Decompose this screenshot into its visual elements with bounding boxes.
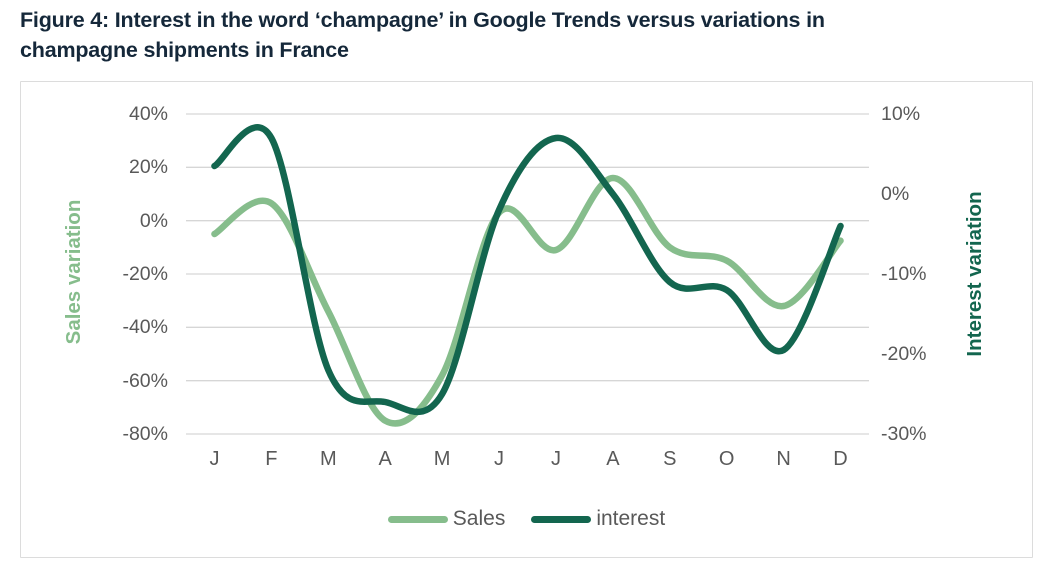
right-axis-tick-label: 10% xyxy=(881,103,921,125)
right-axis-tick-label: 0% xyxy=(881,183,910,205)
left-axis-tick-label: 0% xyxy=(139,209,168,232)
left-axis-tick-label: -80% xyxy=(122,423,168,445)
x-axis-month-label: J xyxy=(494,448,505,470)
legend-item-interest: interest xyxy=(531,507,665,531)
interest-line xyxy=(211,124,844,416)
x-axis-month-label: M xyxy=(319,448,337,470)
sales-line-swatch xyxy=(387,515,448,523)
x-axis-month-label: S xyxy=(663,448,677,470)
right-axis-tick-label: -30% xyxy=(881,423,927,445)
x-axis-month-label: A xyxy=(606,448,620,470)
left-axis-tick-label: 20% xyxy=(128,156,168,179)
x-axis-month-label: O xyxy=(718,448,735,470)
chart-card: Sales variation Interest variation 40% 20… xyxy=(20,81,1033,558)
x-axis-month-label: J xyxy=(550,448,561,470)
legend-item-sales: Sales xyxy=(387,507,506,531)
left-axis-tick-label: -20% xyxy=(122,263,168,285)
x-axis-month-label: D xyxy=(833,448,848,470)
right-axis-tick-label: -20% xyxy=(881,343,927,365)
figure-title: Figure 4: Interest in the word ‘champagn… xyxy=(20,6,1032,65)
left-axis-tick-label: 40% xyxy=(128,103,168,125)
sales-line xyxy=(211,174,844,427)
legend: Sales interest xyxy=(21,507,1032,531)
left-axis-tick-label: -40% xyxy=(122,316,168,339)
line-chart-plot xyxy=(186,113,869,435)
legend-label-sales: Sales xyxy=(452,507,506,530)
x-axis-month-label: N xyxy=(776,448,791,470)
x-axis-month-label: J xyxy=(209,448,220,470)
figure-title-line2: champagne shipments in France xyxy=(20,37,349,62)
x-axis-month-label: A xyxy=(378,448,392,470)
x-axis-month-label: M xyxy=(433,448,451,470)
left-axis-tick-label: -60% xyxy=(122,369,168,392)
right-axis-tick-label: -10% xyxy=(881,263,927,285)
legend-label-interest: interest xyxy=(596,507,666,530)
figure-title-line1: Figure 4: Interest in the word ‘champagn… xyxy=(20,8,825,32)
interest-line-swatch xyxy=(531,515,592,523)
x-axis-month-label: F xyxy=(265,448,278,470)
